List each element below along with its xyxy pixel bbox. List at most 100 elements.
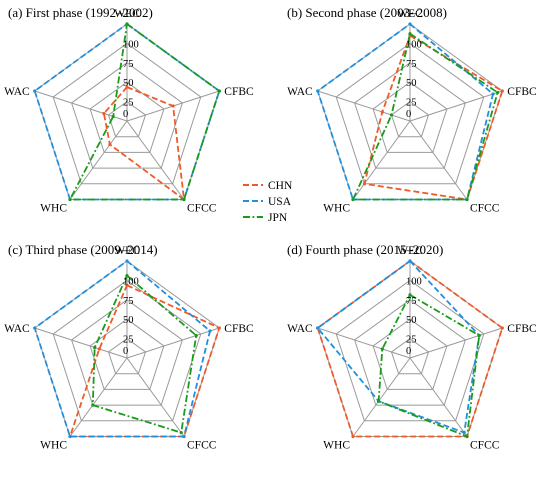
- point-chn-cfbc: [217, 326, 221, 330]
- panel-title: (a) First phase (1992–2002): [8, 5, 153, 20]
- legend-label-chn: CHN: [268, 180, 293, 192]
- axis-label-wec: WEC: [114, 8, 140, 20]
- point-jpn-whc: [377, 399, 381, 403]
- axis-label-cfbc: CFBC: [224, 86, 254, 98]
- tick-label: 25: [123, 98, 134, 109]
- axis-label-wec: WEC: [397, 8, 423, 20]
- series-usa: [33, 259, 212, 438]
- axis-label-wac: WAC: [4, 323, 30, 335]
- tick-label: 25: [406, 335, 417, 346]
- axis-label-wac: WAC: [287, 86, 313, 98]
- grid-spoke: [317, 90, 411, 122]
- axis-label-wac: WAC: [4, 86, 30, 98]
- point-jpn-whc: [351, 197, 355, 202]
- axis-label-cfbc: CFBC: [224, 323, 254, 335]
- grid-spoke: [69, 120, 128, 200]
- axis-label-wec: WEC: [397, 245, 423, 257]
- tick-label: 100: [123, 39, 139, 50]
- grid-ring: [372, 318, 448, 390]
- point-chn-wac: [97, 347, 101, 351]
- point-usa-cfbc: [208, 329, 212, 333]
- axis-label-whc: WHC: [323, 203, 350, 215]
- panel-title: (c) Third phase (2009–2014): [8, 242, 158, 257]
- grid-ring: [390, 100, 430, 138]
- point-usa-whc: [68, 434, 72, 439]
- point-usa-wac: [316, 326, 320, 330]
- point-usa-cfbc: [491, 92, 495, 96]
- grid-spoke: [352, 120, 411, 200]
- series-usa: [33, 22, 221, 201]
- axis-label-cfcc: CFCC: [187, 440, 217, 452]
- point-jpn-cfcc: [182, 197, 186, 202]
- grid-spoke: [352, 357, 411, 437]
- tick-label: 75: [123, 59, 134, 70]
- point-jpn-wac: [111, 114, 115, 119]
- grid-ring: [372, 81, 448, 153]
- tick-label: 100: [406, 39, 422, 50]
- grid-ring: [354, 62, 466, 169]
- tick-label: 50: [406, 78, 417, 89]
- grid-ring: [107, 337, 147, 375]
- tick-label: 100: [406, 276, 422, 287]
- point-jpn-cfcc: [465, 434, 469, 439]
- panel-title: (d) Fourth phase (2015–2020): [287, 242, 443, 257]
- radar-panel-2: (b) Second phase (2003–2008) 025 50 75 100 WE…: [287, 5, 537, 215]
- point-chn-cfbc: [500, 326, 504, 330]
- tick-label: 75: [406, 296, 417, 307]
- tick-label: 0: [123, 346, 128, 357]
- series-chn: [363, 34, 504, 201]
- grid-ring: [89, 318, 165, 390]
- tick-label: 100: [123, 276, 139, 287]
- radar-panel-4: (d) Fourth phase (2015–2020) 025 50 75 100 WE…: [287, 242, 537, 452]
- point-chn-wec: [125, 283, 129, 287]
- point-usa-wac: [33, 326, 37, 330]
- radar-panel-1: (a) First phase (1992–2002) 025 50 75 100 WEC…: [4, 5, 254, 215]
- point-jpn-cfcc: [465, 197, 469, 202]
- series-jpn: [68, 22, 221, 201]
- point-chn-cfbc: [500, 89, 504, 93]
- point-chn-whc: [362, 182, 366, 186]
- tick-label: 50: [406, 315, 417, 326]
- grid-ring: [335, 279, 485, 422]
- tick-label: 50: [123, 78, 134, 89]
- grid-spoke: [409, 120, 468, 200]
- tick-label: 0: [123, 109, 128, 120]
- tick-label: 75: [123, 296, 134, 307]
- tick-label: 75: [406, 59, 417, 70]
- grid-ring: [390, 337, 430, 375]
- point-usa-wec: [408, 22, 412, 26]
- point-jpn-whc: [68, 197, 72, 202]
- point-jpn-wec: [408, 293, 412, 297]
- grid-spoke: [409, 327, 503, 359]
- point-jpn-cfbc: [194, 333, 198, 338]
- series-jpn: [351, 32, 499, 201]
- legend-label-usa: USA: [268, 196, 292, 208]
- point-chn-whc: [108, 142, 112, 147]
- point-usa-wac: [316, 89, 320, 93]
- grid-spoke: [409, 90, 503, 122]
- axis-label-whc: WHC: [323, 440, 350, 452]
- point-jpn-cfbc: [217, 89, 221, 93]
- tick-label: 0: [406, 346, 411, 357]
- grid-spoke: [409, 357, 468, 437]
- point-jpn-wac: [93, 345, 97, 350]
- grid-spoke: [34, 327, 128, 359]
- point-chn-whc: [351, 434, 355, 439]
- grid-spoke: [317, 327, 411, 359]
- series-usa: [316, 22, 495, 201]
- point-usa-wec: [408, 259, 412, 263]
- grid-spoke: [69, 357, 128, 437]
- grid-spoke: [126, 357, 185, 437]
- point-jpn-wac: [380, 347, 384, 351]
- tick-label: 25: [406, 98, 417, 109]
- point-chn-cfbc: [171, 104, 175, 108]
- axis-label-cfcc: CFCC: [470, 203, 500, 215]
- grid-spoke: [34, 90, 128, 122]
- point-jpn-cfcc: [179, 431, 183, 435]
- grid-ring: [52, 279, 202, 422]
- point-chn-wac: [102, 111, 106, 116]
- point-jpn-wec: [125, 22, 129, 26]
- axis-label-cfcc: CFCC: [187, 203, 217, 215]
- grid-ring: [107, 100, 147, 138]
